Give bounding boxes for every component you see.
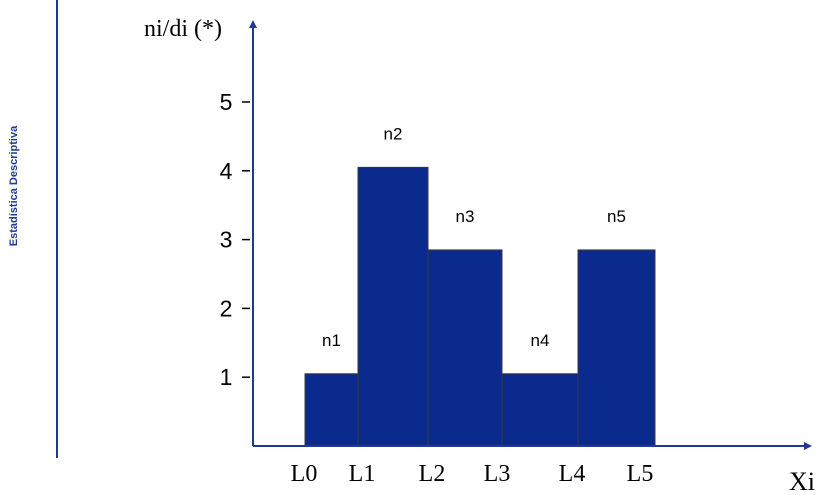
y-tick-label-5: 5: [220, 89, 233, 115]
y-tick-label-3: 3: [220, 227, 233, 253]
y-axis-title: ni/di (*): [144, 16, 222, 42]
bar-label-n3: n3: [456, 207, 475, 226]
x-tick-label-L4: L4: [559, 461, 586, 487]
x-tick-label-L5: L5: [627, 461, 654, 487]
bar-n3: [427, 249, 503, 447]
bar-n2: [357, 166, 429, 447]
x-tick-label-L3: L3: [484, 461, 511, 487]
bar-label-n4: n4: [531, 331, 550, 350]
x-axis-arrow: [804, 442, 812, 450]
bar-n5: [577, 249, 656, 447]
x-tick-label-L0: L0: [291, 461, 318, 487]
bars-layer: [304, 166, 656, 447]
y-axis-arrow: [249, 20, 257, 28]
x-tick-label-L1: L1: [349, 461, 376, 487]
bar-label-n1: n1: [322, 331, 341, 350]
y-tick-label-4: 4: [220, 158, 233, 184]
labels-layer: n1 n2 n3 n4 n5 1 2 3 4 5 L0 L1 L2 L3 L4 L5 ni/di (*) Xi: [144, 16, 815, 495]
axes-layer: [242, 20, 812, 450]
bar-n4: [501, 373, 579, 447]
bar-label-n2: n2: [384, 124, 403, 143]
x-axis-title: Xi: [789, 467, 815, 495]
bar-label-n5: n5: [607, 207, 626, 226]
bar-n1: [304, 373, 359, 447]
y-tick-label-1: 1: [220, 364, 233, 390]
sidebar-rule: [56, 0, 58, 458]
y-tick-label-2: 2: [220, 295, 233, 321]
x-tick-label-L2: L2: [419, 461, 446, 487]
